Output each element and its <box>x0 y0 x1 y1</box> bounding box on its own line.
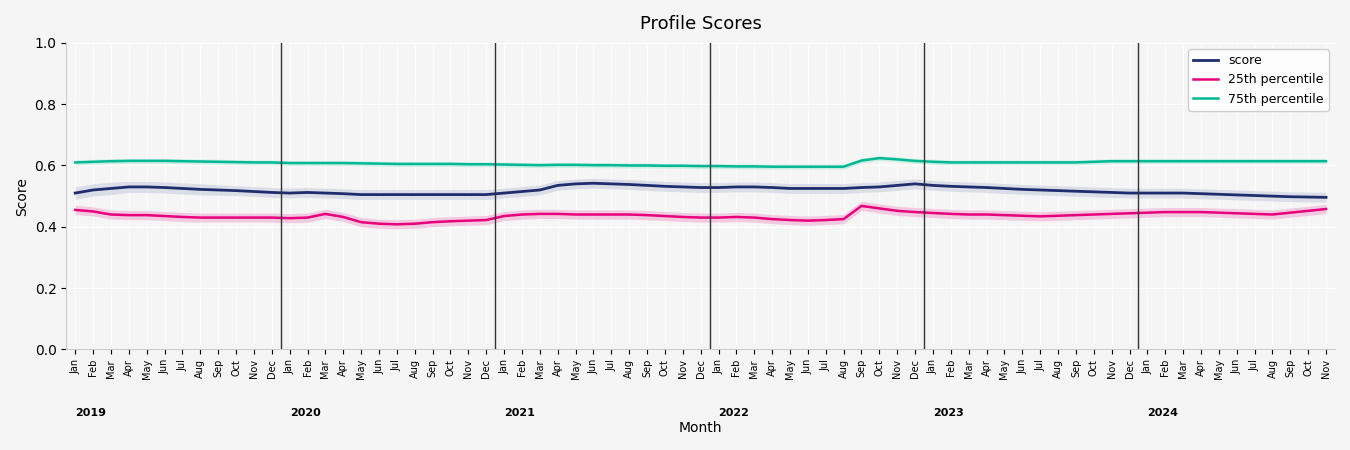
score <box>586 180 602 186</box>
score <box>424 192 440 197</box>
score <box>1318 195 1334 200</box>
25th percentile <box>246 215 262 220</box>
75th percentile <box>764 164 780 169</box>
25th percentile <box>1282 210 1299 216</box>
25th percentile <box>1318 206 1334 211</box>
25th percentile <box>68 207 84 212</box>
25th percentile <box>1228 211 1245 216</box>
score <box>103 186 119 191</box>
Text: 2020: 2020 <box>290 408 320 418</box>
score <box>1265 194 1281 199</box>
Legend: score, 25th percentile, 75th percentile: score, 25th percentile, 75th percentile <box>1188 49 1328 111</box>
Line: 25th percentile: 25th percentile <box>76 206 1326 224</box>
Text: 2023: 2023 <box>933 408 964 418</box>
75th percentile <box>246 160 262 165</box>
25th percentile <box>103 212 119 217</box>
75th percentile <box>675 163 691 168</box>
25th percentile <box>389 221 405 227</box>
75th percentile <box>1228 158 1245 164</box>
75th percentile <box>68 160 84 165</box>
Text: 2022: 2022 <box>718 408 749 418</box>
Text: 2024: 2024 <box>1148 408 1179 418</box>
Title: Profile Scores: Profile Scores <box>640 15 761 33</box>
75th percentile <box>1282 158 1299 164</box>
Line: 75th percentile: 75th percentile <box>76 158 1326 166</box>
25th percentile <box>853 203 869 209</box>
75th percentile <box>103 158 119 164</box>
75th percentile <box>836 164 852 169</box>
X-axis label: Month: Month <box>679 421 722 435</box>
75th percentile <box>871 155 887 161</box>
score <box>68 190 84 196</box>
score <box>1031 187 1048 193</box>
75th percentile <box>1318 158 1334 164</box>
Text: 2019: 2019 <box>76 408 107 418</box>
25th percentile <box>836 216 852 222</box>
25th percentile <box>693 215 709 220</box>
score <box>836 186 852 191</box>
Line: score: score <box>76 183 1326 198</box>
Text: 2021: 2021 <box>504 408 535 418</box>
Y-axis label: Score: Score <box>15 177 28 216</box>
score <box>693 185 709 190</box>
